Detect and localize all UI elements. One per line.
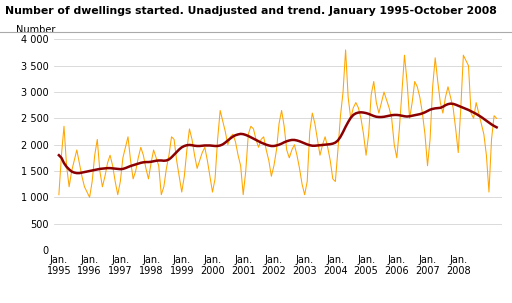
Number of dwellings, unadjusted: [343, 48, 349, 52]
Number of dwellings, trend: [74, 171, 80, 175]
Number of dwellings, unadjusted: [186, 127, 193, 131]
Line: Number of dwellings, unadjusted: Number of dwellings, unadjusted: [59, 50, 497, 197]
Number of dwellings, trend: [92, 168, 98, 172]
Number of dwellings, unadjusted: [291, 143, 297, 147]
Text: Number of dwellings started. Unadjusted and trend. January 1995-October 2008: Number of dwellings started. Unadjusted …: [5, 6, 497, 16]
Number of dwellings, trend: [317, 143, 323, 147]
Number of dwellings, unadjusted: [199, 151, 205, 155]
Number of dwellings, trend: [56, 153, 62, 157]
Number of dwellings, unadjusted: [255, 145, 262, 149]
Text: Number: Number: [16, 25, 55, 35]
Number of dwellings, trend: [494, 125, 500, 129]
Number of dwellings, unadjusted: [92, 153, 98, 157]
Number of dwellings, unadjusted: [56, 193, 62, 197]
Number of dwellings, unadjusted: [87, 195, 93, 199]
Number of dwellings, trend: [186, 143, 193, 147]
Line: Number of dwellings, trend: Number of dwellings, trend: [59, 104, 497, 173]
Number of dwellings, trend: [291, 138, 297, 142]
Number of dwellings, trend: [199, 144, 205, 148]
Number of dwellings, unadjusted: [317, 153, 323, 157]
Number of dwellings, unadjusted: [494, 117, 500, 120]
Number of dwellings, trend: [447, 102, 454, 105]
Number of dwellings, trend: [255, 139, 262, 143]
